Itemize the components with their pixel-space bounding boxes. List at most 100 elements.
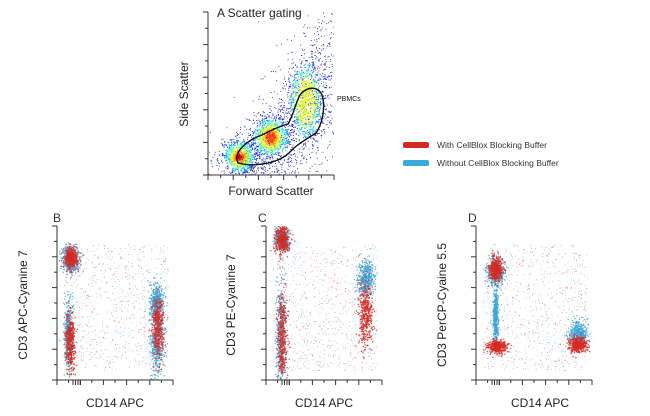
density-dot: [266, 178, 267, 179]
density-dot: [291, 139, 293, 141]
scatter-dot: [149, 331, 151, 333]
scatter-dot: [124, 331, 126, 333]
density-dot: [320, 75, 322, 77]
scatter-dot: [76, 244, 78, 246]
density-dot: [295, 109, 297, 112]
scatter-dot: [101, 256, 103, 258]
density-dot: [312, 118, 314, 120]
density-dot: [226, 127, 228, 129]
density-dot: [246, 146, 248, 149]
density-dot: [296, 91, 298, 93]
density-dot: [284, 112, 286, 114]
scatter-dot: [126, 265, 128, 267]
density-dot: [251, 176, 252, 177]
density-dot: [257, 168, 259, 170]
scatter-dot: [96, 341, 97, 343]
scatter-dot: [133, 317, 135, 319]
density-dot: [320, 163, 322, 166]
scatter-dot: [118, 348, 120, 350]
scatter-dot: [127, 295, 129, 297]
density-dot: [292, 130, 294, 132]
density-dot: [325, 47, 327, 49]
density-dot: [332, 33, 334, 35]
density-dot: [316, 90, 318, 92]
density-dot: [294, 82, 297, 85]
scatter-dot: [159, 282, 161, 284]
scatter-dot: [107, 297, 109, 298]
density-dot: [294, 95, 296, 98]
density-dot: [284, 104, 286, 107]
density-dot: [323, 64, 325, 66]
density-dot: [280, 109, 282, 111]
density-dot: [311, 165, 313, 167]
density-dot: [281, 138, 283, 140]
density-dot: [278, 118, 280, 120]
density-dot: [238, 133, 240, 136]
scatter-dot: [72, 296, 74, 298]
scatter-dot: [70, 278, 72, 280]
density-dot: [259, 151, 262, 153]
scatter-dot: [149, 363, 151, 365]
scatter-dot: [65, 244, 66, 246]
scatter-dot: [119, 258, 121, 260]
density-dot: [227, 150, 229, 153]
scatter-dot: [94, 254, 96, 256]
density-dot: [264, 146, 266, 148]
density-dot: [253, 149, 255, 151]
density-dot: [318, 111, 321, 114]
density-dot: [268, 136, 271, 139]
density-dot: [262, 78, 264, 80]
density-dot: [222, 181, 223, 182]
density-dot: [279, 106, 281, 108]
density-dot: [223, 157, 226, 159]
scatter-dot: [105, 253, 106, 255]
density-dot: [247, 137, 249, 139]
density-dot: [305, 145, 307, 147]
density-dot: [303, 122, 305, 124]
density-dot: [278, 155, 280, 157]
density-dot: [240, 145, 242, 147]
density-dot: [266, 146, 268, 148]
density-dot: [293, 35, 296, 37]
scatter-dot: [96, 313, 98, 315]
density-dot: [264, 117, 266, 120]
scatter-dot: [74, 297, 76, 299]
density-dot: [251, 149, 254, 151]
scatter-dot: [132, 315, 134, 317]
scatter-dot: [83, 337, 85, 339]
density-dot: [264, 115, 266, 117]
density-dot: [287, 133, 289, 136]
scatter-dot: [125, 276, 127, 278]
scatter-dot: [149, 299, 151, 301]
density-dot: [313, 99, 315, 101]
scatter-dot: [98, 256, 100, 258]
density-dot: [223, 170, 225, 172]
density-dot: [267, 125, 270, 127]
scatter-dot: [110, 250, 112, 252]
density-dot: [285, 129, 287, 131]
density-dot: [275, 153, 278, 156]
density-dot: [291, 75, 293, 77]
density-dot: [305, 35, 307, 37]
density-dot: [291, 126, 293, 128]
scatter-dot: [106, 282, 108, 284]
density-dot: [299, 163, 301, 165]
density-dot: [314, 39, 316, 41]
density-dot: [243, 159, 245, 161]
scatter-dot: [108, 367, 110, 368]
density-dot: [255, 205, 256, 206]
scatter-dot: [80, 248, 82, 250]
density-dot: [294, 77, 296, 79]
density-dot: [267, 146, 270, 148]
density-dot: [317, 110, 319, 112]
density-dot: [236, 180, 237, 181]
density-dot: [285, 131, 288, 133]
scatter-dot: [92, 312, 94, 314]
density-dot: [326, 159, 328, 161]
density-dot: [263, 134, 266, 136]
density-dot: [311, 44, 314, 47]
scatter-dot: [86, 248, 88, 250]
scatter-dot: [111, 314, 113, 316]
scatter-dot: [87, 294, 89, 296]
density-dot: [261, 126, 263, 128]
